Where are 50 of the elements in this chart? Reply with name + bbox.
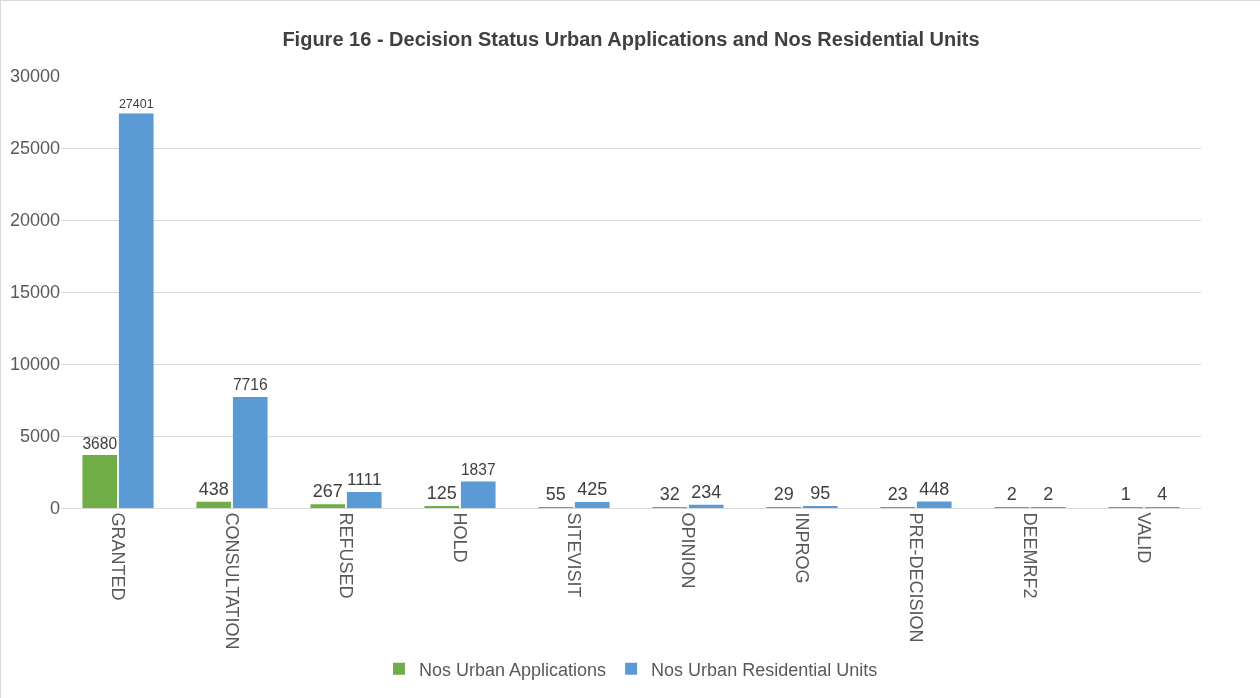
data-label: 448 — [919, 478, 950, 499]
data-label: 7716 — [232, 376, 268, 394]
data-label: 55 — [545, 484, 566, 504]
x-tick-label: CONSULTATION — [222, 512, 243, 650]
bar — [82, 455, 118, 508]
bar — [574, 501, 610, 508]
x-tick-label: GRANTED — [108, 512, 129, 601]
data-label: 23 — [887, 484, 908, 504]
legend-label: Nos Urban Applications — [419, 659, 607, 680]
data-label: 27401 — [118, 96, 154, 111]
x-tick-label: OPINION — [678, 512, 699, 589]
data-label: 267 — [312, 481, 343, 502]
chart-title: Figure 16 - Decision Status Urban Applications and Nos Residential Units — [282, 28, 980, 51]
x-tick-label: SITEVISIT — [564, 512, 585, 598]
data-label: 1 — [1120, 484, 1131, 504]
data-label: 425 — [577, 478, 608, 499]
y-tick-label: 0 — [49, 498, 60, 519]
y-tick-label: 5000 — [19, 426, 60, 447]
data-label: 234 — [691, 481, 722, 502]
legend-label: Nos Urban Residential Units — [651, 659, 878, 680]
data-label: 29 — [773, 484, 794, 504]
bar — [346, 492, 382, 508]
y-tick-label: 15000 — [9, 282, 60, 303]
data-label: 4 — [1157, 484, 1168, 504]
data-label: 3680 — [82, 434, 118, 452]
bar — [196, 501, 232, 508]
data-label: 32 — [659, 484, 680, 504]
bar — [232, 396, 268, 508]
data-label: 95 — [810, 483, 831, 503]
bar — [460, 481, 496, 508]
y-tick-label: 20000 — [9, 210, 60, 231]
data-label: 125 — [426, 483, 457, 503]
x-tick-label: PRE-DECISION — [906, 512, 927, 643]
x-tick-label: DEEMRF2 — [1020, 512, 1041, 599]
y-tick-label: 10000 — [9, 354, 60, 375]
bar — [688, 504, 724, 508]
y-tick-label: 25000 — [9, 138, 60, 159]
x-tick-label: VALID — [1134, 512, 1155, 564]
x-tick-label: HOLD — [450, 512, 471, 563]
x-tick-label: REFUSED — [336, 512, 357, 599]
x-tick-label: INPROG — [792, 512, 813, 584]
data-label: 2 — [1043, 484, 1054, 504]
y-tick-label: 30000 — [9, 66, 60, 87]
bar — [916, 501, 952, 508]
data-label: 1111 — [346, 469, 382, 490]
data-label: 1837 — [460, 461, 496, 479]
data-label: 2 — [1006, 484, 1017, 504]
data-label: 438 — [198, 478, 229, 499]
bar — [118, 113, 154, 508]
bar — [310, 504, 346, 508]
